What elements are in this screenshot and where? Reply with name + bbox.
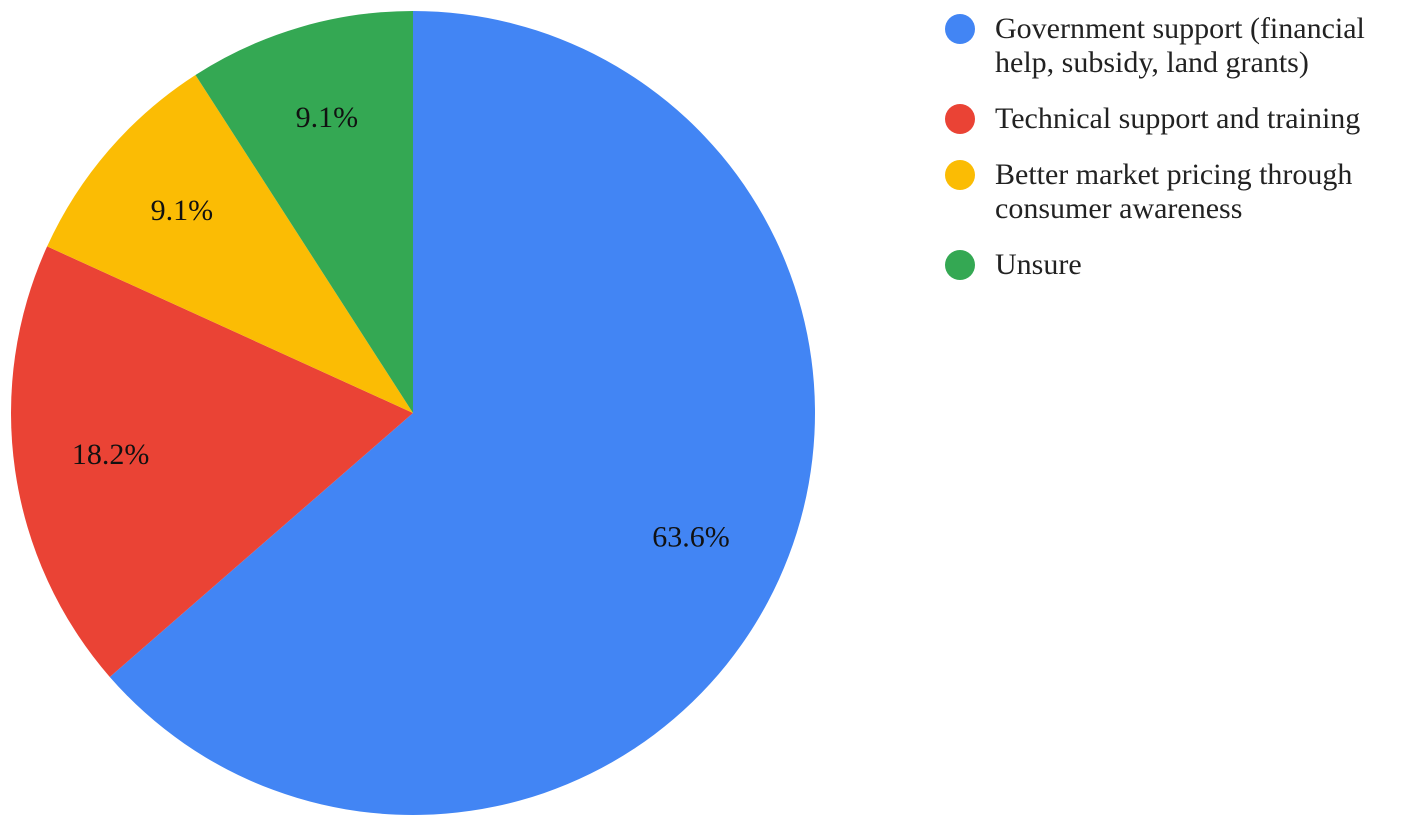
legend-item: Unsure (945, 248, 1415, 282)
legend-marker (945, 14, 975, 44)
legend-item: Government support (financial help, subs… (945, 12, 1415, 80)
pie-slice (47, 74, 414, 413)
data-label: 9.1% (296, 101, 359, 134)
legend-marker (945, 250, 975, 280)
chart: 63.6% 18.2% 9.1% 9.1% (10, 11, 816, 815)
data-label: 9.1% (151, 194, 214, 227)
legend-item: Better market pricing through consumer a… (945, 158, 1415, 226)
legend-marker (945, 160, 975, 190)
data-label: 18.2% (72, 438, 150, 471)
legend: Government support (financial help, subs… (945, 12, 1415, 282)
legend-label: Better market pricing through consumer a… (995, 158, 1353, 225)
legend-label: Government support (financial help, subs… (995, 12, 1365, 79)
legend-label: Unsure (995, 248, 1082, 281)
pie-slice (10, 246, 413, 677)
legend-item: Technical support and training (945, 102, 1415, 136)
pie-slice (195, 11, 413, 413)
legend-marker (945, 104, 975, 134)
legend-label: Technical support and training (995, 102, 1361, 135)
data-label: 63.6% (652, 520, 730, 553)
pie-slice (109, 11, 816, 815)
